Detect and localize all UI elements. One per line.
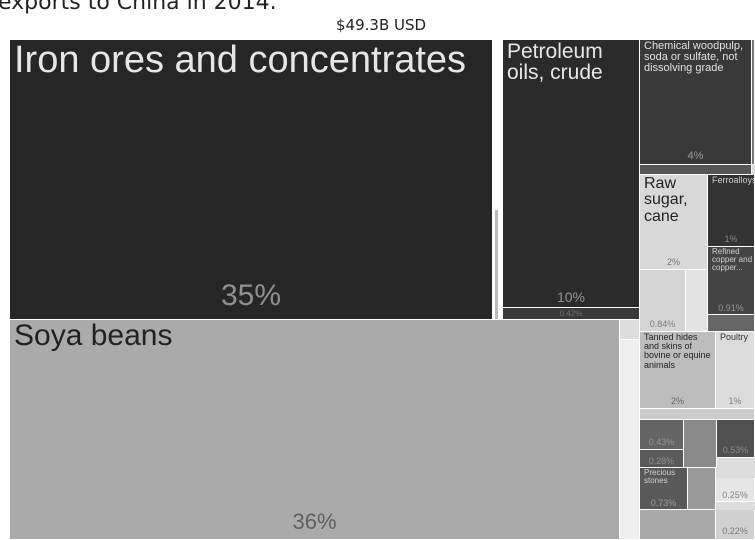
tile-label: Soya beans [14, 320, 173, 352]
treemap-tile-minor[interactable] [708, 315, 755, 332]
tile-label: Tanned hides and skins of bovine or equi… [644, 332, 711, 370]
treemap-tile[interactable]: Soya beans 36% [10, 320, 620, 540]
tile-share: 0.22% [722, 526, 748, 536]
treemap-tile[interactable]: Chemical woodpulp, soda or sulfate, not … [640, 40, 752, 165]
tile-share: 1% [728, 396, 742, 406]
treemap-tile[interactable]: Refined copper and copper... 0.91% [708, 247, 755, 315]
treemap-tile[interactable]: 0.43% [640, 420, 684, 450]
tile-share: 0.28% [648, 456, 675, 466]
treemap-tile-minor[interactable] [620, 320, 640, 340]
tile-share: 0.42% [559, 309, 583, 318]
treemap-tile-minor[interactable] [684, 420, 717, 468]
treemap-tile-minor[interactable] [688, 468, 716, 510]
treemap-tile-minor[interactable] [640, 510, 716, 540]
tile-label: Raw sugar, cane [644, 175, 688, 225]
treemap-tile[interactable]: Iron ores and concentrates 35% [10, 40, 493, 320]
tile-label: Refined copper and copper... [712, 247, 753, 273]
tile-share: 0.53% [722, 445, 749, 455]
treemap-tile[interactable]: Tanned hides and skins of bovine or equi… [640, 332, 716, 409]
treemap-chart: Iron ores and concentrates 35% Soya beans 3… [10, 40, 755, 540]
treemap-tile[interactable]: 0.53% [717, 420, 755, 458]
treemap-tile[interactable]: 0.22% [716, 510, 755, 540]
tile-share: 2% [666, 257, 680, 267]
treemap-tile-minor[interactable] [640, 165, 752, 175]
tile-label: Ferroalloys [712, 175, 755, 185]
tile-label: Chemical woodpulp, soda or sulfate, not … [644, 40, 744, 75]
chart-caption: exports to China in 2014. [0, 0, 277, 15]
treemap-tile[interactable]: Precious stones 0.73% [640, 468, 688, 510]
chart-total: $49.3B USD [336, 16, 427, 34]
tile-share: 1% [724, 234, 738, 244]
treemap-tile[interactable]: 0.25% [716, 478, 755, 502]
treemap-tile[interactable]: 0.28% [640, 450, 684, 468]
treemap-tile[interactable]: Poultry 1% [716, 332, 755, 409]
tile-share: 10% [556, 289, 586, 305]
tile-share: 36% [292, 509, 337, 534]
treemap-tile[interactable]: Petroleum oils, crude 10% [503, 40, 640, 308]
treemap-tile-minor[interactable] [640, 409, 755, 420]
tile-share: 0.91% [718, 303, 744, 313]
tile-label: Precious stones [644, 468, 676, 486]
tile-share: 0.43% [648, 437, 675, 447]
tile-share: 4% [687, 150, 704, 162]
tile-label: Iron ores and concentrates [14, 40, 467, 81]
tile-label: Poultry [720, 332, 749, 342]
tile-label: Petroleum oils, crude [507, 40, 603, 85]
tile-share: 0.84% [649, 319, 676, 329]
treemap-tile-minor[interactable] [686, 270, 708, 332]
treemap-tile[interactable]: 0.42% [503, 308, 640, 320]
treemap-tile-minor[interactable] [620, 340, 640, 540]
tile-share: 2% [670, 396, 684, 406]
treemap-tile[interactable]: Raw sugar, cane 2% [640, 175, 708, 270]
tile-share: 35% [220, 279, 282, 312]
tile-share: 0.25% [722, 490, 748, 500]
tile-share: 0.73% [650, 498, 677, 508]
treemap-tile[interactable]: Ferroalloys 1% [708, 175, 755, 247]
treemap-tile-minor[interactable] [495, 210, 499, 320]
treemap-tile[interactable]: 0.84% [640, 270, 686, 332]
